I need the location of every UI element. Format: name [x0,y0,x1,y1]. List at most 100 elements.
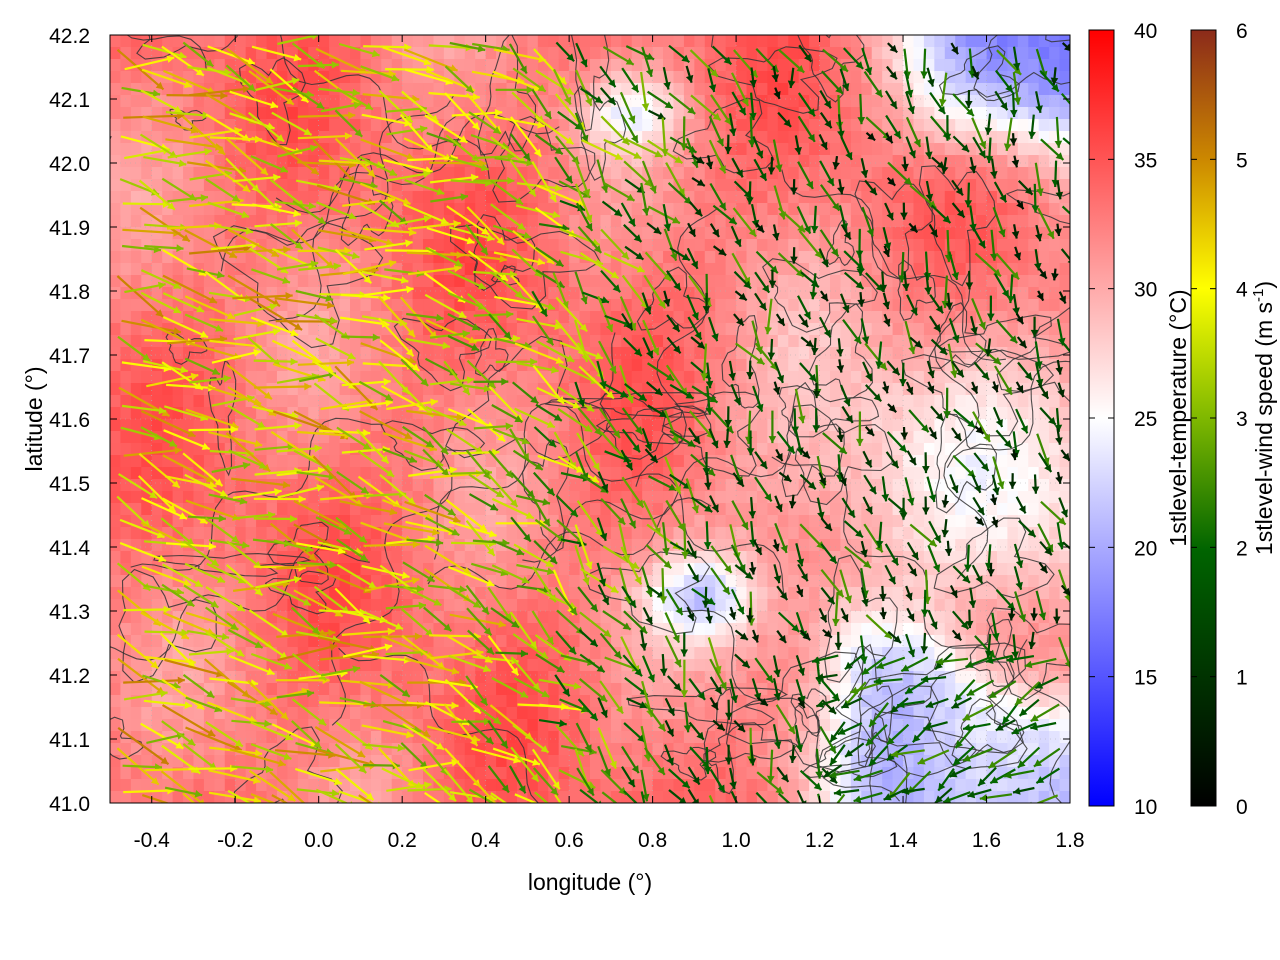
heatmap-cell [809,635,821,648]
heatmap-cell [746,59,758,72]
heatmap-cell [861,287,873,300]
heatmap-cell [245,731,257,744]
heatmap-cell [913,227,925,240]
heatmap-cell [151,215,163,228]
heatmap-cell [485,575,497,588]
heatmap-cell [151,299,163,312]
heatmap-cell [475,71,487,84]
heatmap-cell [663,431,675,444]
heatmap-cell [652,599,664,612]
heatmap-cell [569,419,581,432]
heatmap-cell [266,335,278,348]
heatmap-cell [913,323,925,336]
heatmap-cell [621,491,633,504]
heatmap-cell [162,431,174,444]
heatmap-cell [840,47,852,60]
heatmap-cell [913,731,925,744]
heatmap-cell [381,335,393,348]
heatmap-cell [621,311,633,324]
heatmap-cell [245,191,257,204]
heatmap-cell [506,71,518,84]
heatmap-cell [788,371,800,384]
heatmap-cell [892,491,904,504]
heatmap-cell [652,215,664,228]
heatmap-cell [329,779,341,792]
heatmap-cell [882,671,894,684]
heatmap-cell [370,227,382,240]
heatmap-cell [694,119,706,132]
heatmap-cell [663,263,675,276]
heatmap-cell [725,143,737,156]
heatmap-cell [850,767,862,780]
heatmap-cell [913,647,925,660]
heatmap-cell [809,179,821,192]
heatmap-cell [704,311,716,324]
heatmap-cell [506,611,518,624]
heatmap-cell [214,443,226,456]
heatmap-cell [600,599,612,612]
heatmap-cell [245,227,257,240]
heatmap-cell [725,515,737,528]
heatmap-cell [443,323,455,336]
heatmap-cell [548,575,560,588]
heatmap-cell [652,755,664,768]
heatmap-cell [715,107,727,120]
heatmap-cell [360,287,372,300]
heatmap-cell [318,455,330,468]
heatmap-cell [350,551,362,564]
heatmap-cell [391,791,403,803]
heatmap-cell [224,119,236,132]
heatmap-cell [579,683,591,696]
heatmap-cell [402,35,414,48]
heatmap-cell [840,779,852,792]
heatmap-cell [485,155,497,168]
heatmap-cell [193,659,205,672]
heatmap-cell [694,755,706,768]
heatmap-cell [433,791,445,803]
heatmap-cell [423,203,435,216]
heatmap-cell [151,131,163,144]
heatmap-cell [819,131,831,144]
heatmap-cell [558,251,570,264]
heatmap-cell [151,539,163,552]
heatmap-cell [172,743,184,756]
heatmap-cell [120,479,132,492]
heatmap-cell [329,527,341,540]
heatmap-cell [715,443,727,456]
heatmap-cell [704,227,716,240]
heatmap-cell [235,203,247,216]
heatmap-cell [558,167,570,180]
heatmap-cell [203,467,215,480]
heatmap-cell [756,47,768,60]
heatmap-cell [183,347,195,360]
heatmap-cell [610,311,622,324]
heatmap-cell [454,263,466,276]
heatmap-cell [840,155,852,168]
heatmap-cell [287,131,299,144]
heatmap-cell [224,335,236,348]
heatmap-cell [903,347,915,360]
heatmap-cell [715,611,727,624]
heatmap-cell [882,347,894,360]
heatmap-cell [537,347,549,360]
heatmap-cell [558,575,570,588]
heatmap-cell [798,59,810,72]
heatmap-cell [402,335,414,348]
heatmap-cell [892,563,904,576]
heatmap-cell [297,527,309,540]
heatmap-cell [151,779,163,792]
heatmap-cell [266,575,278,588]
heatmap-cell [610,59,622,72]
heatmap-cell [203,563,215,576]
heatmap-cell [370,251,382,264]
heatmap-cell [819,335,831,348]
heatmap-cell [516,431,528,444]
heatmap-cell [318,755,330,768]
heatmap-cell [527,671,539,684]
heatmap-cell [767,539,779,552]
heatmap-cell [756,59,768,72]
heatmap-cell [506,575,518,588]
heatmap-cell [183,383,195,396]
heatmap-cell [913,767,925,780]
heatmap-cell [308,791,320,803]
